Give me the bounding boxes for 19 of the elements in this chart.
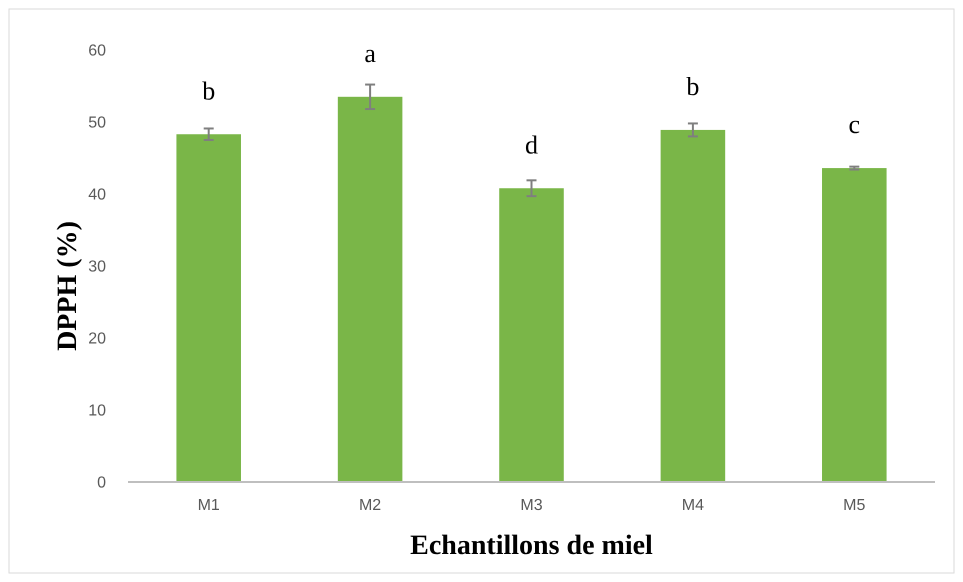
annotation: c [848,110,860,140]
annotation: b [202,76,216,106]
y-tick-label: 40 [88,186,106,204]
y-tick-label: 10 [88,402,106,420]
x-tick-label: M3 [520,497,543,514]
y-axis-title: DPPH (%) [52,221,83,351]
annotation: b [686,72,700,102]
y-tick-label: 0 [97,474,106,492]
x-axis-title: Echantillons de miel [410,530,654,561]
y-tick-label: 50 [88,114,106,132]
x-tick-label: M5 [843,497,866,514]
y-tick-label: 20 [88,330,106,348]
annotation: a [364,38,376,68]
y-tick-label: 60 [88,42,106,60]
x-tick-label: M1 [198,497,220,514]
x-tick-label: M4 [682,497,704,514]
annotation: d [525,130,538,160]
y-tick-label: 30 [88,258,106,276]
x-tick-label: M2 [358,497,382,514]
